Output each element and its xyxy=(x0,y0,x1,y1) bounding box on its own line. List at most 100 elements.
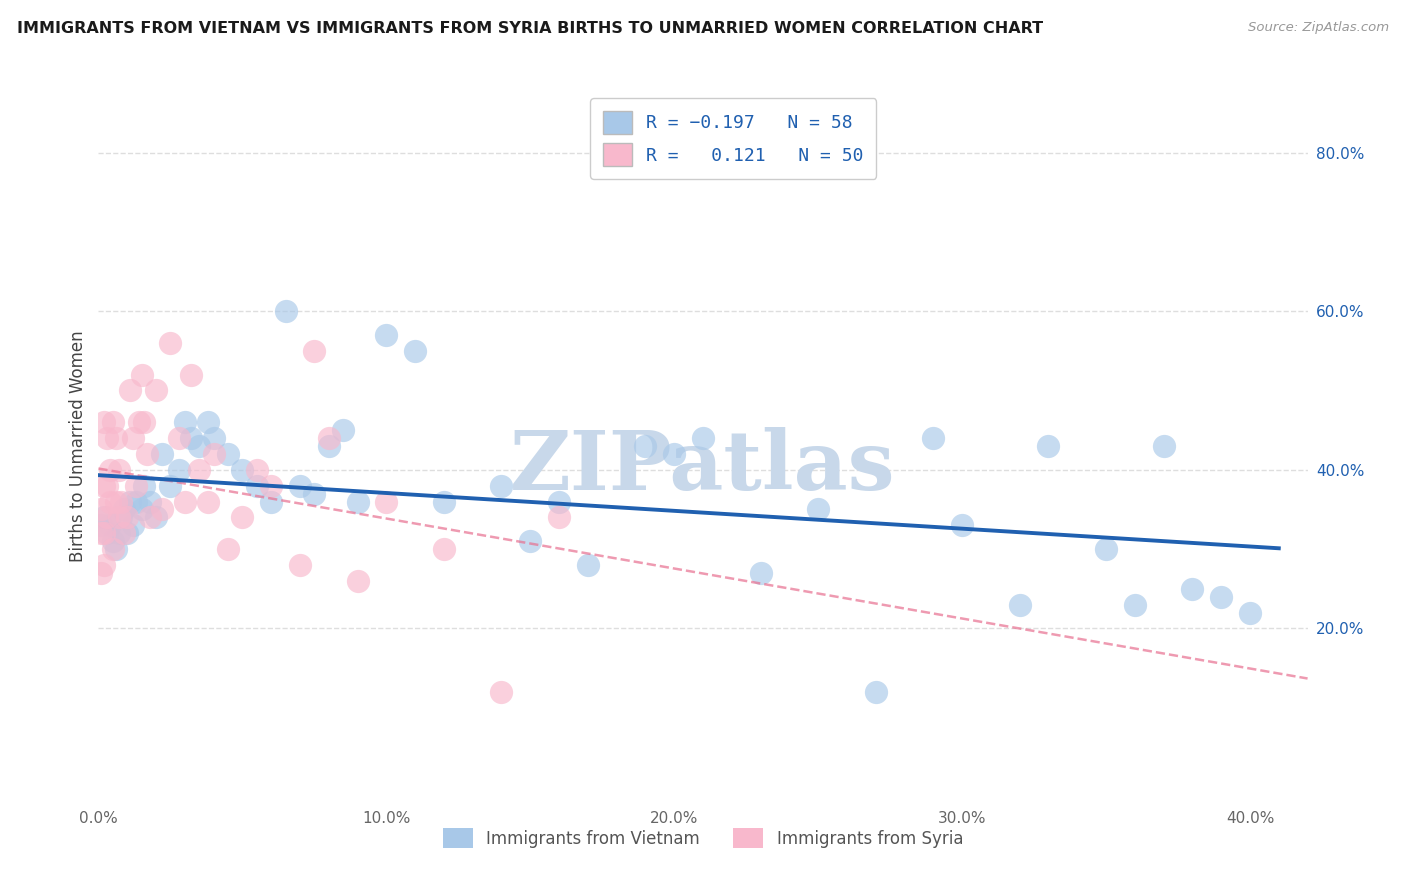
Point xyxy=(122,431,145,445)
Point xyxy=(115,510,138,524)
Text: Source: ZipAtlas.com: Source: ZipAtlas.com xyxy=(1249,21,1389,34)
Point xyxy=(98,518,121,533)
Point xyxy=(125,478,148,492)
Point xyxy=(922,431,945,445)
Point xyxy=(104,494,127,508)
Text: ZIPatlas: ZIPatlas xyxy=(510,427,896,508)
Y-axis label: Births to Unmarried Women: Births to Unmarried Women xyxy=(69,330,87,562)
Point xyxy=(202,431,225,445)
Point xyxy=(288,558,311,572)
Point xyxy=(101,542,124,557)
Point xyxy=(231,510,253,524)
Point xyxy=(159,478,181,492)
Point xyxy=(491,478,513,492)
Point xyxy=(692,431,714,445)
Point xyxy=(180,431,202,445)
Point xyxy=(90,502,112,516)
Point xyxy=(167,463,190,477)
Point xyxy=(122,518,145,533)
Point xyxy=(120,494,142,508)
Text: IMMIGRANTS FROM VIETNAM VS IMMIGRANTS FROM SYRIA BIRTHS TO UNMARRIED WOMEN CORRE: IMMIGRANTS FROM VIETNAM VS IMMIGRANTS FR… xyxy=(17,21,1043,36)
Point xyxy=(318,439,340,453)
Point xyxy=(260,478,283,492)
Point xyxy=(145,384,167,398)
Point xyxy=(112,526,135,541)
Point xyxy=(101,415,124,429)
Point xyxy=(346,494,368,508)
Point xyxy=(90,566,112,580)
Point xyxy=(375,328,398,343)
Point xyxy=(188,439,211,453)
Point xyxy=(404,343,426,358)
Point xyxy=(246,463,269,477)
Point xyxy=(104,542,127,557)
Point xyxy=(1181,582,1204,596)
Point xyxy=(1038,439,1060,453)
Point xyxy=(107,463,129,477)
Point xyxy=(180,368,202,382)
Point xyxy=(150,447,173,461)
Point xyxy=(90,526,112,541)
Point xyxy=(304,343,326,358)
Point xyxy=(131,502,153,516)
Point xyxy=(950,518,973,533)
Point xyxy=(104,431,127,445)
Point xyxy=(260,494,283,508)
Point xyxy=(150,502,173,516)
Point xyxy=(202,447,225,461)
Point xyxy=(120,384,142,398)
Point xyxy=(346,574,368,588)
Point xyxy=(375,494,398,508)
Point xyxy=(173,494,195,508)
Point xyxy=(1211,590,1233,604)
Point xyxy=(231,463,253,477)
Point xyxy=(246,478,269,492)
Point xyxy=(433,542,456,557)
Point xyxy=(107,510,129,524)
Point xyxy=(134,478,156,492)
Point xyxy=(548,494,571,508)
Point xyxy=(93,510,115,524)
Point xyxy=(93,478,115,492)
Point xyxy=(139,494,162,508)
Point xyxy=(159,335,181,350)
Point xyxy=(139,510,162,524)
Point xyxy=(96,526,118,541)
Point xyxy=(90,518,112,533)
Point xyxy=(433,494,456,508)
Point xyxy=(107,526,129,541)
Point xyxy=(188,463,211,477)
Point xyxy=(332,423,354,437)
Point xyxy=(519,534,541,549)
Point xyxy=(101,534,124,549)
Point xyxy=(318,431,340,445)
Point xyxy=(134,415,156,429)
Point xyxy=(98,494,121,508)
Point xyxy=(96,431,118,445)
Point xyxy=(807,502,830,516)
Point xyxy=(167,431,190,445)
Point xyxy=(131,368,153,382)
Point xyxy=(217,447,239,461)
Point xyxy=(96,510,118,524)
Point xyxy=(1123,598,1146,612)
Point xyxy=(1008,598,1031,612)
Point xyxy=(1153,439,1175,453)
Point xyxy=(173,415,195,429)
Point xyxy=(112,502,135,516)
Point xyxy=(197,494,219,508)
Point xyxy=(110,510,132,524)
Point xyxy=(125,494,148,508)
Point xyxy=(98,463,121,477)
Point xyxy=(1239,606,1261,620)
Point xyxy=(576,558,599,572)
Point xyxy=(1095,542,1118,557)
Point xyxy=(288,478,311,492)
Point xyxy=(865,685,887,699)
Point xyxy=(304,486,326,500)
Point xyxy=(491,685,513,699)
Point xyxy=(197,415,219,429)
Point xyxy=(93,558,115,572)
Point xyxy=(96,478,118,492)
Point xyxy=(93,526,115,541)
